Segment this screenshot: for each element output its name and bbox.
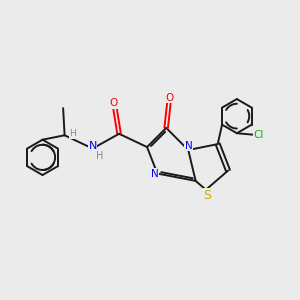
- Text: Cl: Cl: [253, 130, 263, 140]
- Text: N: N: [151, 169, 158, 178]
- Text: O: O: [109, 98, 117, 109]
- Text: H: H: [70, 129, 76, 138]
- Text: S: S: [203, 188, 211, 202]
- Text: N: N: [88, 141, 97, 151]
- Text: N: N: [185, 141, 193, 151]
- Text: H: H: [96, 151, 103, 161]
- Text: O: O: [165, 93, 173, 103]
